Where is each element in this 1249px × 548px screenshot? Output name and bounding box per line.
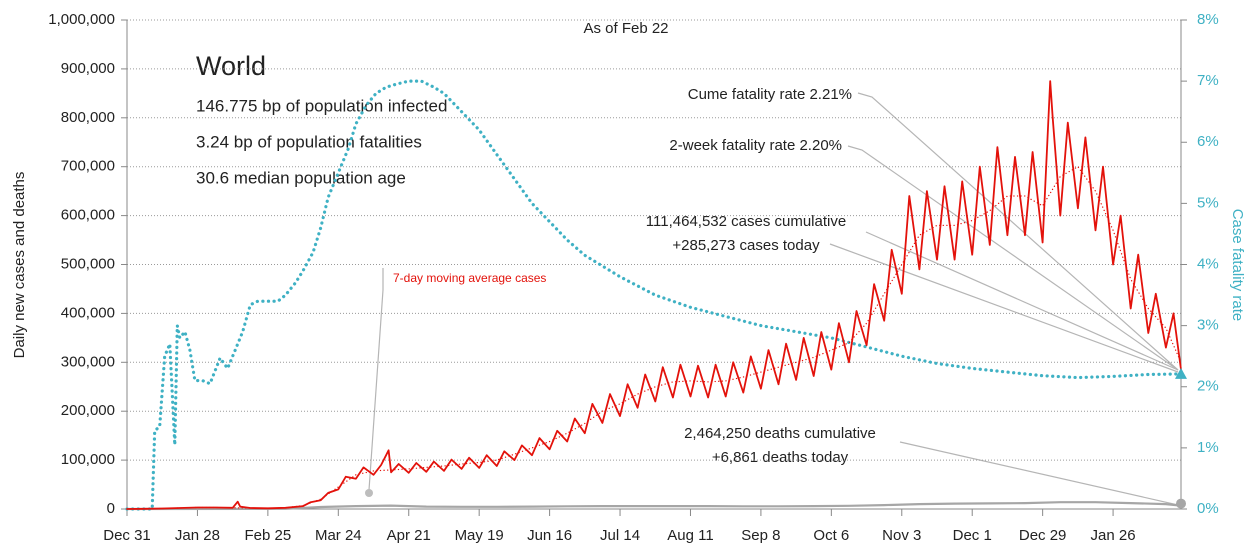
leader-line (847, 145, 1179, 371)
region-title: World (196, 51, 266, 81)
cume-rate: Cume fatality rate 2.21% (688, 86, 852, 103)
stat-fatalities: 3.24 bp of population fatalities (196, 132, 422, 151)
cases-cumulative: 111,464,532 cases cumulative (646, 213, 846, 230)
y2-tick-label: 4% (1197, 255, 1219, 272)
series-line (126, 80, 1182, 510)
leader-line (368, 268, 384, 491)
x-tick-label: Jul 14 (600, 527, 640, 544)
y-tick-label: 100,000 (61, 451, 115, 468)
x-tick-label: Oct 6 (813, 527, 849, 544)
as-of: As of Feb 22 (583, 20, 668, 37)
x-tick-label: Aug 11 (667, 527, 713, 544)
y-axis-label: Daily new cases and deaths (11, 172, 28, 359)
leader-line (899, 441, 1179, 506)
y-tick-label: 500,000 (61, 255, 115, 272)
y2-tick-label: 8% (1197, 11, 1219, 28)
x-tick-label: May 19 (455, 527, 504, 544)
ma-label: 7-day moving average cases (393, 271, 546, 285)
y-tick-label: 400,000 (61, 304, 115, 321)
x-tick-label: Apr 21 (387, 527, 431, 544)
deaths-today: +6,861 deaths today (712, 449, 849, 466)
anchor-dot (365, 489, 373, 497)
x-tick-label: Dec 1 (953, 527, 992, 544)
series-line (125, 501, 1183, 511)
x-tick-label: Jan 28 (175, 527, 220, 544)
x-tick-label: Jan 26 (1091, 527, 1136, 544)
x-tick-label: Nov 3 (882, 527, 921, 544)
y2-tick-label: 1% (1197, 439, 1219, 456)
y2-tick-label: 0% (1197, 500, 1219, 517)
y-tick-label: 700,000 (61, 158, 115, 175)
leader-line (829, 243, 1179, 373)
y2-tick-label: 2% (1197, 378, 1219, 395)
x-tick-label: Jun 16 (527, 527, 572, 544)
y-tick-label: 900,000 (61, 60, 115, 77)
y2-axis-label: Case fatality rate (1229, 209, 1246, 322)
end-marker (1176, 498, 1186, 509)
x-tick-label: Feb 25 (245, 527, 292, 544)
deaths-cumulative: 2,464,250 deaths cumulative (684, 425, 876, 442)
end-marker (1175, 367, 1187, 379)
y-tick-label: 0 (107, 500, 115, 517)
y-tick-label: 300,000 (61, 353, 115, 370)
y-tick-label: 200,000 (61, 402, 115, 419)
y2-tick-label: 5% (1197, 194, 1219, 211)
y2-tick-label: 3% (1197, 317, 1219, 334)
x-tick-label: Dec 29 (1019, 527, 1067, 544)
x-tick-label: Sep 8 (741, 527, 780, 544)
y-tick-label: 1,000,000 (48, 11, 115, 28)
two-week-rate: 2-week fatality rate 2.20% (669, 137, 842, 154)
x-tick-label: Dec 31 (103, 527, 151, 544)
y-tick-label: 600,000 (61, 207, 115, 224)
series-line (125, 79, 1183, 511)
leader-lines (365, 92, 1179, 506)
stat-infected: 146.775 bp of population infected (196, 96, 447, 115)
x-tick-label: Mar 24 (315, 527, 362, 544)
cases-today: +285,273 cases today (672, 237, 820, 254)
stat-age: 30.6 median population age (196, 168, 406, 187)
leader-line (857, 92, 1179, 371)
y-tick-label: 800,000 (61, 109, 115, 126)
y2-tick-label: 7% (1197, 72, 1219, 89)
y2-tick-label: 6% (1197, 133, 1219, 150)
